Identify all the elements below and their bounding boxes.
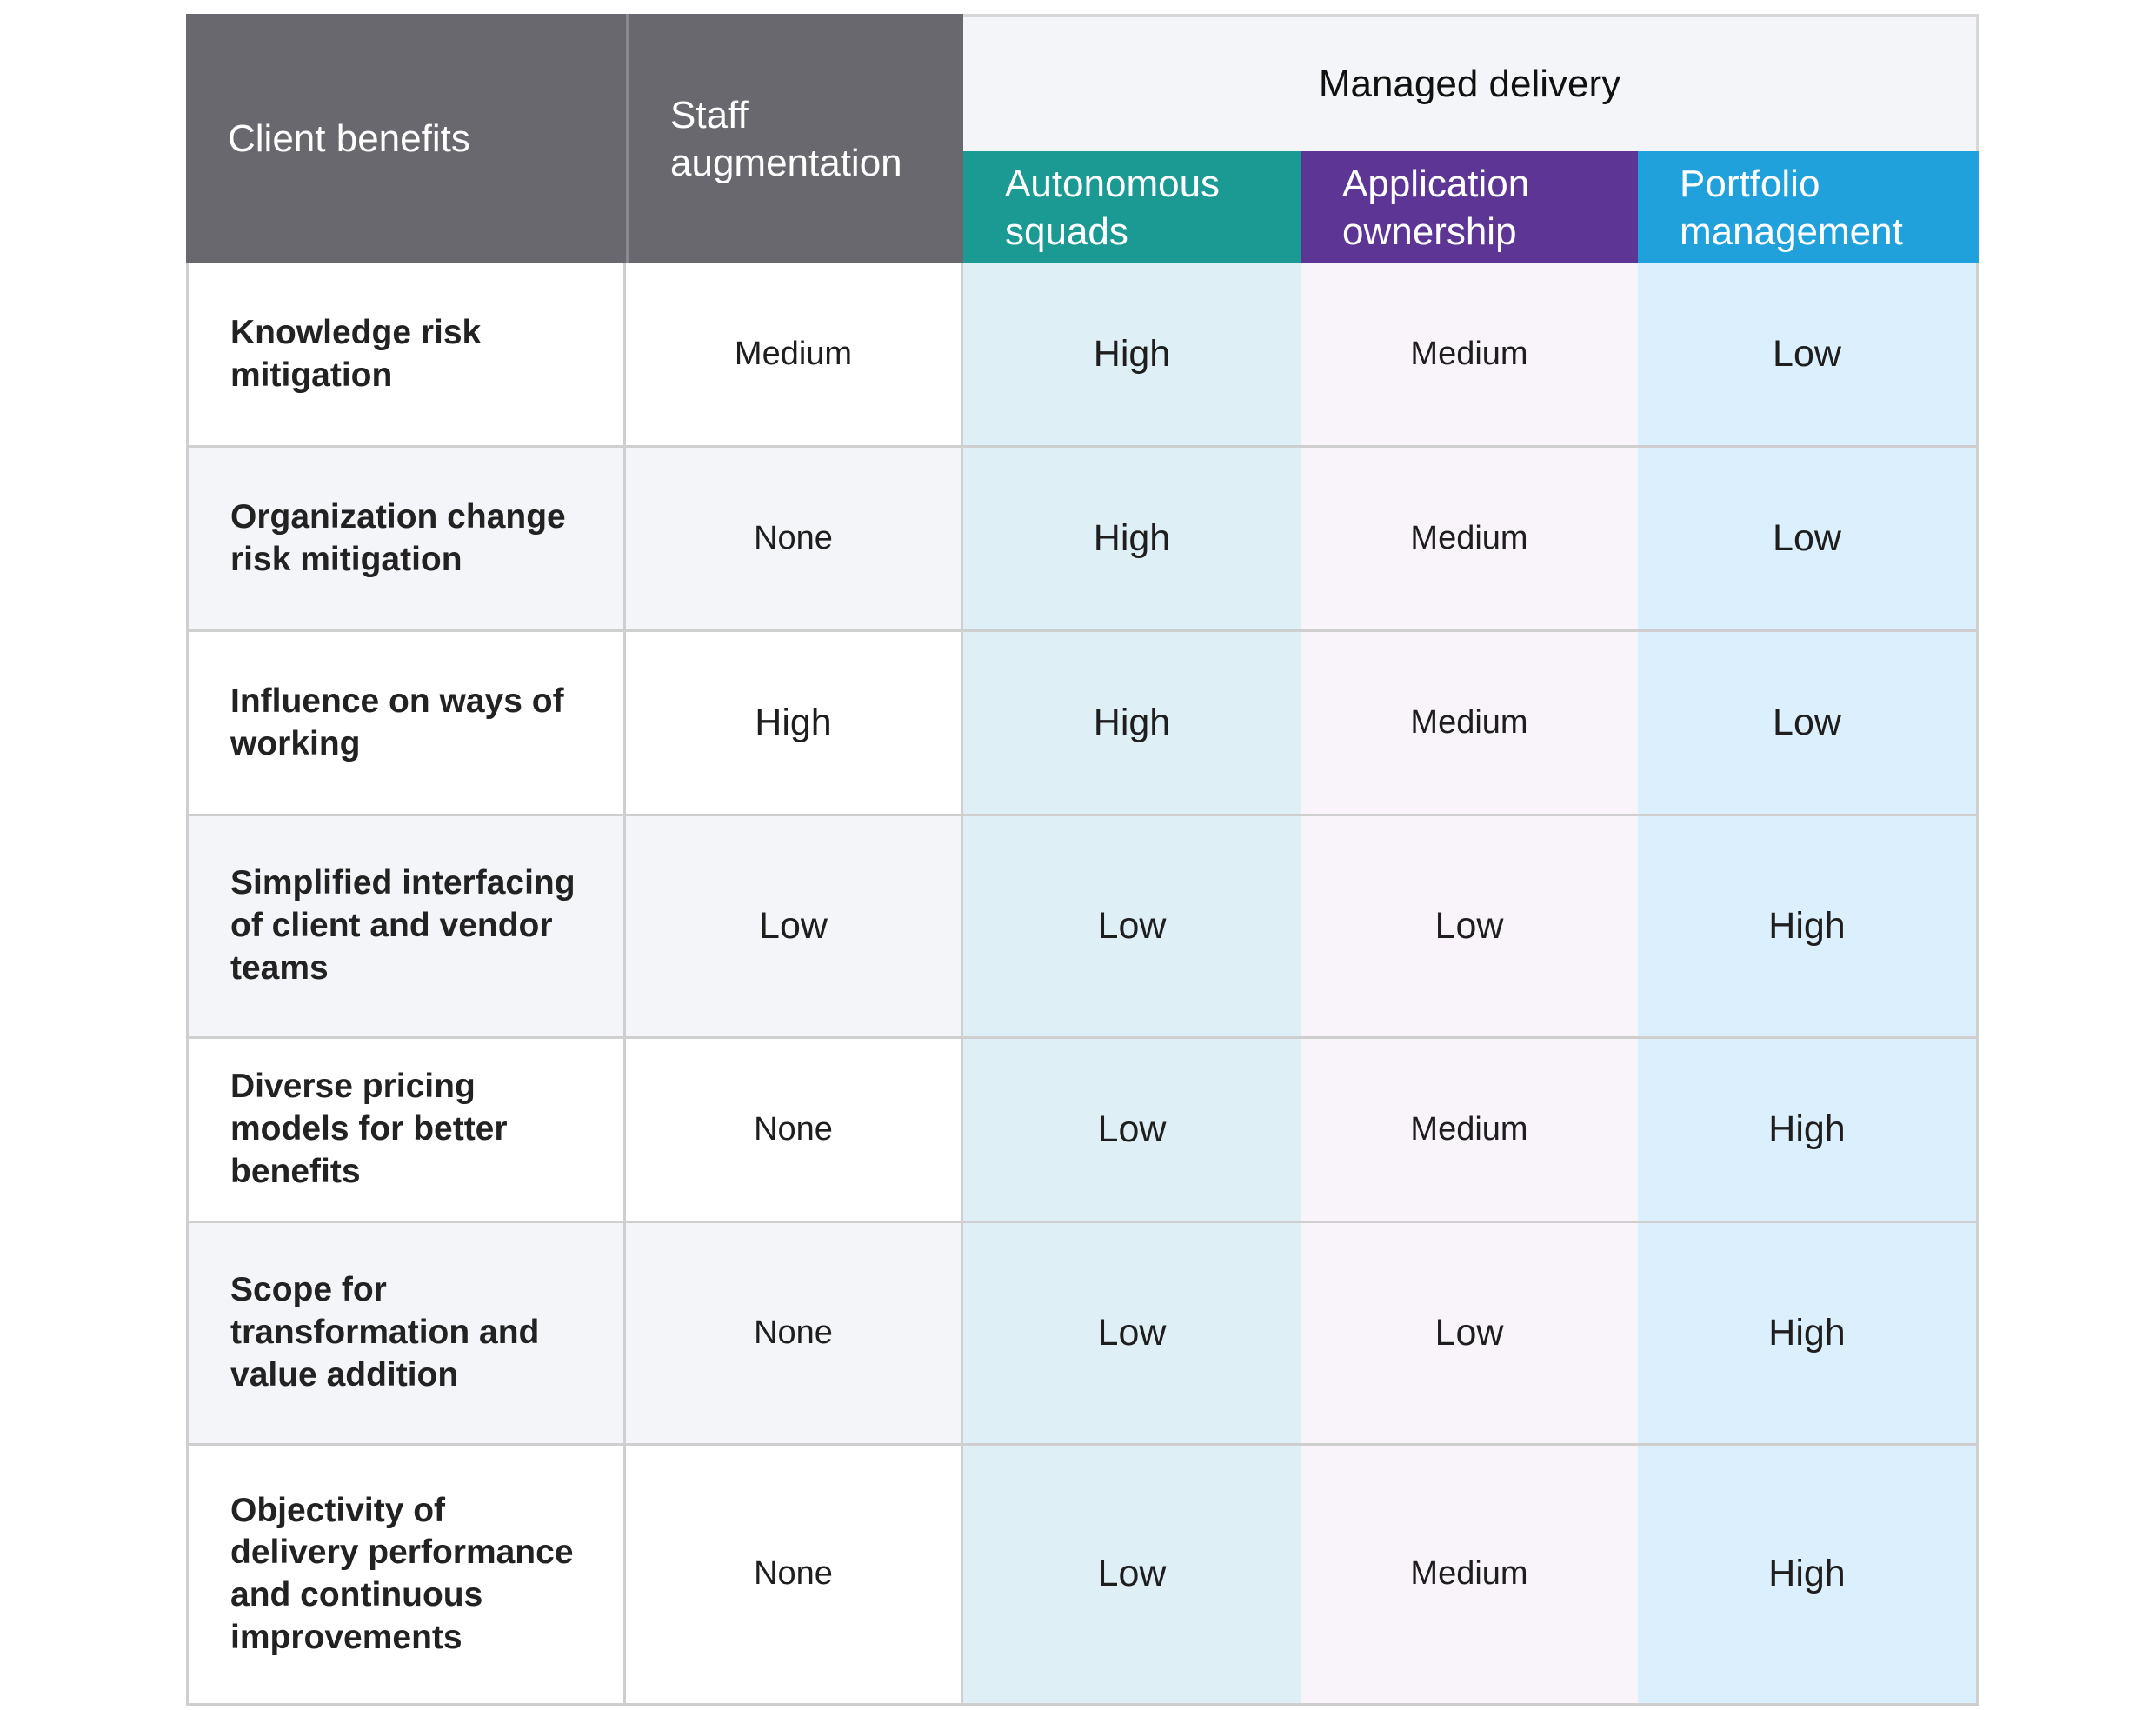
cell-application-ownership: Low [1301, 1223, 1638, 1446]
cell-staff-augmentation: High [626, 632, 963, 816]
cell-autonomous-squads: Low [963, 1039, 1301, 1223]
row-label: Influence on ways of working [186, 632, 626, 816]
cell-portfolio-management: High [1638, 816, 1979, 1039]
row-label: Scope for transformation and value addit… [186, 1223, 626, 1446]
header-client-benefits: Client benefits [186, 14, 626, 263]
cell-autonomous-squads: Low [963, 1446, 1301, 1706]
cell-autonomous-squads: High [963, 263, 1301, 448]
cell-application-ownership: Medium [1301, 448, 1638, 632]
cell-portfolio-management: High [1638, 1446, 1979, 1706]
cell-staff-augmentation: None [626, 1039, 963, 1223]
cell-application-ownership: Medium [1301, 1446, 1638, 1706]
cell-autonomous-squads: High [963, 632, 1301, 816]
row-label: Organization change risk mitigation [186, 448, 626, 632]
cell-autonomous-squads: Low [963, 816, 1301, 1039]
cell-staff-augmentation: None [626, 448, 963, 632]
header-portfolio-management: Portfolio management [1638, 151, 1979, 263]
row-label: Knowledge risk mitigation [186, 263, 626, 448]
cell-staff-augmentation: None [626, 1223, 963, 1446]
cell-portfolio-management: Low [1638, 448, 1979, 632]
cell-application-ownership: Medium [1301, 263, 1638, 448]
header-staff-augmentation: Staff augmentation [626, 14, 963, 263]
cell-staff-augmentation: None [626, 1446, 963, 1706]
row-label: Objectivity of delivery performance and … [186, 1446, 626, 1706]
row-label: Simplified interfacing of client and ven… [186, 816, 626, 1039]
cell-autonomous-squads: High [963, 448, 1301, 632]
header-managed-delivery: Managed delivery [963, 14, 1979, 151]
cell-portfolio-management: Low [1638, 263, 1979, 448]
cell-staff-augmentation: Medium [626, 263, 963, 448]
header-application-ownership: Application ownership [1301, 151, 1638, 263]
cell-application-ownership: Medium [1301, 1039, 1638, 1223]
row-label: Diverse pricing models for better benefi… [186, 1039, 626, 1223]
cell-autonomous-squads: Low [963, 1223, 1301, 1446]
cell-portfolio-management: High [1638, 1039, 1979, 1223]
comparison-table: Client benefits Staff augmentation Manag… [186, 14, 1979, 1706]
header-autonomous-squads: Autonomous squads [963, 151, 1301, 263]
cell-application-ownership: Medium [1301, 632, 1638, 816]
cell-staff-augmentation: Low [626, 816, 963, 1039]
cell-application-ownership: Low [1301, 816, 1638, 1039]
cell-portfolio-management: High [1638, 1223, 1979, 1446]
cell-portfolio-management: Low [1638, 632, 1979, 816]
